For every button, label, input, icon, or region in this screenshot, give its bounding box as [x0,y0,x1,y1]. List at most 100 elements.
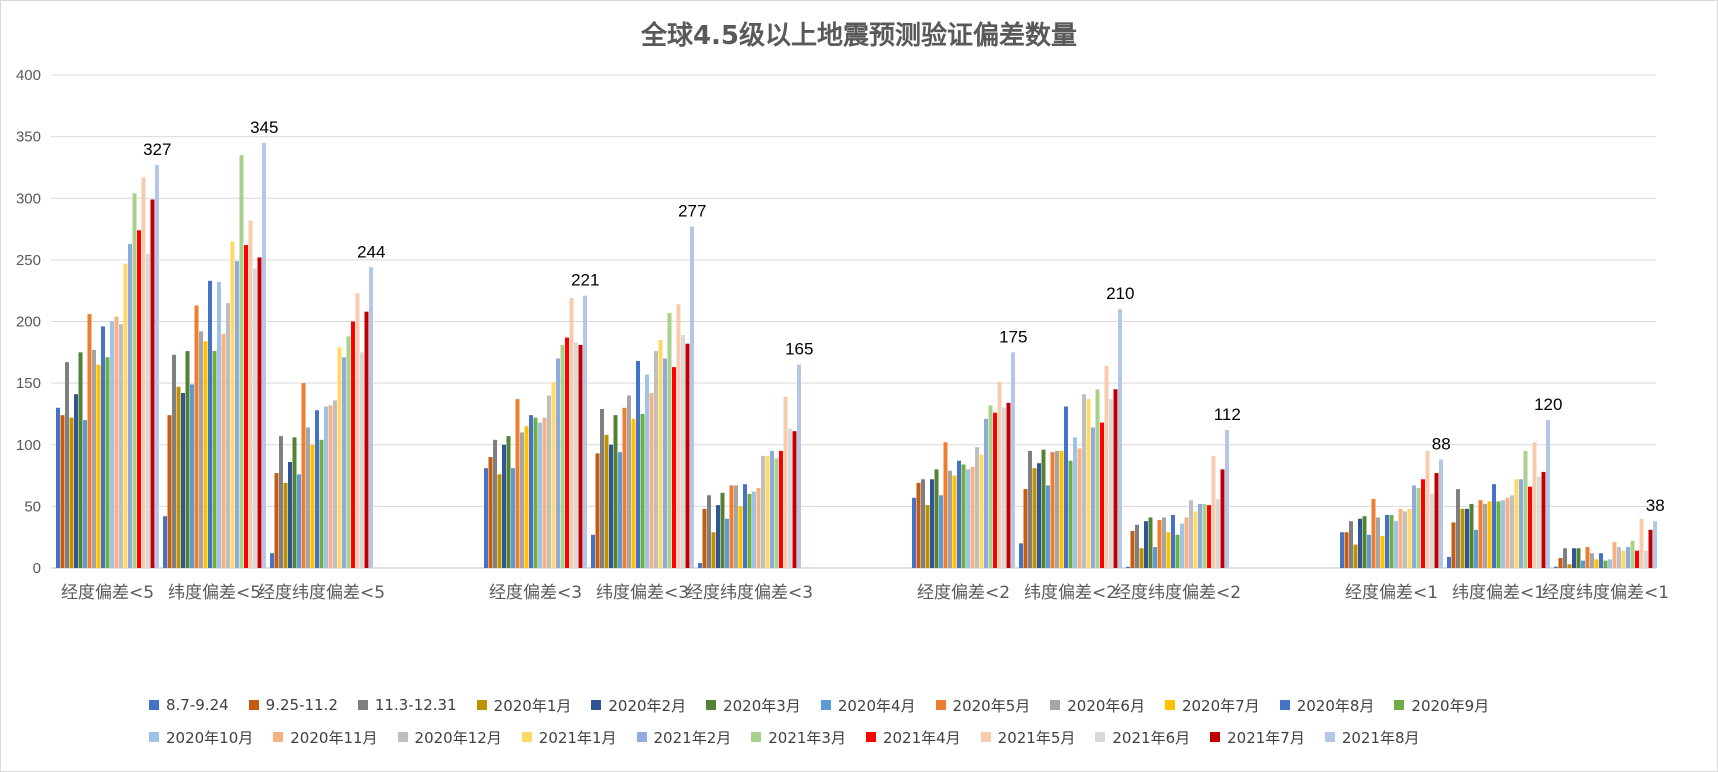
bar [1510,495,1514,568]
bar [1617,547,1621,568]
bar [239,155,244,569]
bar [993,412,997,568]
bar [658,339,663,568]
legend-swatch [865,732,876,742]
bar [1644,550,1648,568]
data-label: 210 [1106,284,1134,303]
legend-swatch [1210,732,1221,742]
bar [1211,455,1216,568]
bar [1537,476,1541,568]
bar [235,261,239,568]
bar [788,428,792,568]
data-label: 88 [1432,435,1451,454]
legend-label: 2020年12月 [414,728,502,747]
bar [146,253,150,568]
legend-item: 2021年8月 [1324,727,1420,747]
bar [172,354,176,568]
y-tick-label: 50 [24,498,41,515]
bar [176,386,181,568]
bar [292,437,297,568]
bar [1193,511,1198,568]
y-tick-label: 300 [16,190,41,207]
y-tick-label: 100 [16,437,41,454]
legend-swatch [248,700,259,710]
legend-item: 2020年4月 [820,695,916,715]
legend-item: 2020年9月 [1394,695,1489,715]
legend-item: 2021年4月 [865,727,961,747]
bar [560,344,565,568]
bar [1059,450,1064,568]
legend-item: 2020年8月 [1279,695,1374,715]
bar [208,280,212,568]
bar [128,243,132,569]
bar [65,362,69,568]
bar [752,491,756,568]
bar [1487,501,1492,568]
legend-label: 2021年6月 [1112,728,1191,747]
legend-item: 2020年12月 [397,727,502,747]
bar [132,193,137,568]
bar [1514,479,1519,568]
bar [1572,548,1576,568]
bar [1599,553,1603,568]
bar [1412,485,1416,568]
bar [114,316,119,568]
y-tick-label: 150 [16,375,41,392]
bar [1546,420,1550,568]
bar [484,468,488,568]
bar [360,352,364,568]
chart-legend: 8.7-9.24 9.25-11.2 11.3-12.31 2020年1月 2020年2… [149,695,1609,747]
bar [654,351,658,568]
bar [921,479,925,568]
category-label: 纬度偏差<5 [168,583,261,603]
bar [1068,460,1073,568]
category-label: 经度偏差<1 [1345,583,1438,603]
legend-swatch [1164,700,1175,710]
data-label: 327 [143,140,171,159]
legend-item: 2020年5月 [935,695,1030,715]
bar [966,469,970,568]
bar [1139,548,1144,568]
data-label: 38 [1646,496,1665,515]
bar [1376,517,1380,568]
legend-item: 2020年11月 [273,727,378,747]
bar [1086,399,1091,568]
legend-swatch [521,732,532,742]
bar [1144,521,1148,568]
bar [770,450,774,568]
bar [1590,553,1594,568]
category-label: 经度偏差<2 [917,583,1010,603]
bar [1077,448,1082,568]
bar [1113,389,1118,568]
bar [1532,442,1537,568]
bar [257,257,262,568]
legend-item: 2021年2月 [636,727,731,747]
bar [565,337,569,568]
bar [69,417,74,568]
bar [221,333,226,568]
bar [253,268,257,568]
bar [975,447,979,568]
bar [1349,521,1353,568]
legend-label: 2020年10月 [166,728,254,747]
bar [667,312,672,568]
data-label: 345 [250,118,278,137]
chart-title: 全球4.5级以上地震预测验证偏差数量 [640,21,1078,51]
data-label: 112 [1214,405,1241,424]
legend-swatch [751,732,762,742]
bar [1006,402,1011,568]
legend-item: 8.7-9.24 [149,695,229,715]
bar [1478,500,1483,568]
bar [1474,529,1478,568]
bar [1207,505,1211,568]
bar [720,492,725,568]
bar [547,395,551,568]
bar [1032,468,1037,568]
bar [690,226,694,568]
bar [1447,556,1451,568]
bar [738,506,743,568]
legend-label: 2020年6月 [1067,696,1145,715]
legend-item: 2021年1月 [521,727,617,747]
legend-swatch [935,700,946,710]
bar [1189,500,1193,568]
